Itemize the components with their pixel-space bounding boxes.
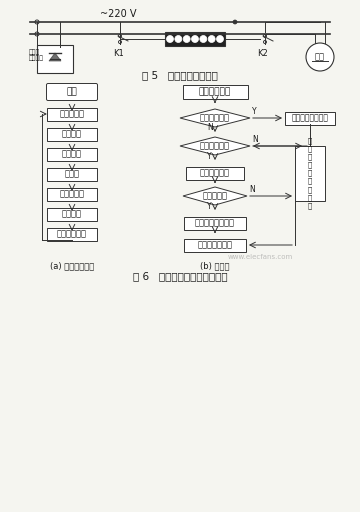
Circle shape <box>264 34 266 37</box>
Text: 退出中断子程序: 退出中断子程序 <box>198 241 233 249</box>
Text: 水泵: 水泵 <box>315 53 325 61</box>
Text: 置系统时钟: 置系统时钟 <box>59 110 85 118</box>
Circle shape <box>216 35 224 42</box>
Text: 湿度测试: 湿度测试 <box>62 150 82 159</box>
Circle shape <box>306 43 334 71</box>
Text: N: N <box>249 185 255 194</box>
Text: 无线接收中断: 无线接收中断 <box>199 88 231 96</box>
Circle shape <box>200 35 207 42</box>
FancyBboxPatch shape <box>186 166 244 180</box>
Circle shape <box>35 32 39 36</box>
Polygon shape <box>180 137 250 155</box>
Polygon shape <box>49 53 61 61</box>
Text: K1: K1 <box>113 49 123 58</box>
FancyBboxPatch shape <box>47 147 97 160</box>
FancyBboxPatch shape <box>47 227 97 241</box>
Circle shape <box>233 20 237 24</box>
Circle shape <box>166 35 174 42</box>
Text: 数据测试中断: 数据测试中断 <box>200 141 230 151</box>
Text: 数据存贮处理: 数据存贮处理 <box>57 229 87 239</box>
Polygon shape <box>183 187 247 205</box>
FancyBboxPatch shape <box>47 127 97 140</box>
Text: 图 6   数据采集系统软件结构图: 图 6 数据采集系统软件结构图 <box>133 271 227 281</box>
FancyBboxPatch shape <box>295 146 325 201</box>
Text: www.elecfans.com: www.elecfans.com <box>228 254 293 260</box>
FancyBboxPatch shape <box>285 112 335 124</box>
Circle shape <box>118 40 122 44</box>
Text: 置系统时钟: 置系统时钟 <box>59 189 85 199</box>
Text: N: N <box>252 135 258 144</box>
Text: 响应中断: 响应中断 <box>62 130 82 139</box>
Circle shape <box>35 20 39 24</box>
Text: 本地节点？: 本地节点？ <box>202 191 228 201</box>
Text: 下
一
跳
数
据
查
询
处
理: 下 一 跳 数 据 查 询 处 理 <box>308 137 312 209</box>
FancyBboxPatch shape <box>47 187 97 201</box>
Circle shape <box>175 35 182 42</box>
Text: (a) 节点测试流程: (a) 节点测试流程 <box>50 262 94 270</box>
FancyBboxPatch shape <box>165 32 225 46</box>
Text: Y: Y <box>207 152 212 161</box>
FancyBboxPatch shape <box>46 83 98 100</box>
Text: 开中断: 开中断 <box>64 169 80 179</box>
FancyBboxPatch shape <box>47 167 97 181</box>
FancyBboxPatch shape <box>47 207 97 221</box>
Text: 路由探测中断: 路由探测中断 <box>200 114 230 122</box>
Text: 开始: 开始 <box>67 88 77 96</box>
Circle shape <box>192 35 198 42</box>
Circle shape <box>118 34 122 37</box>
Circle shape <box>208 35 215 42</box>
FancyBboxPatch shape <box>37 45 73 73</box>
FancyBboxPatch shape <box>184 217 246 229</box>
Text: 图 5   水泵供电系统电路: 图 5 水泵供电系统电路 <box>142 70 218 80</box>
Text: Y: Y <box>252 107 257 116</box>
Text: (b) 无线传: (b) 无线传 <box>200 262 230 270</box>
Text: N: N <box>207 123 213 132</box>
Circle shape <box>183 35 190 42</box>
Text: 继电器
输出接口: 继电器 输出接口 <box>29 49 44 61</box>
FancyBboxPatch shape <box>183 85 248 99</box>
Circle shape <box>264 40 266 44</box>
Polygon shape <box>180 109 250 127</box>
FancyBboxPatch shape <box>47 108 97 120</box>
Text: Y: Y <box>207 202 212 211</box>
Text: 路由转发应答处理: 路由转发应答处理 <box>292 114 329 122</box>
Text: 更新路由信息: 更新路由信息 <box>200 168 230 178</box>
Text: 其他测试: 其他测试 <box>62 209 82 219</box>
Text: 测试数据应答上传: 测试数据应答上传 <box>195 219 235 227</box>
FancyBboxPatch shape <box>184 239 246 251</box>
Text: K2: K2 <box>258 49 268 58</box>
Text: ~220 V: ~220 V <box>100 9 136 19</box>
